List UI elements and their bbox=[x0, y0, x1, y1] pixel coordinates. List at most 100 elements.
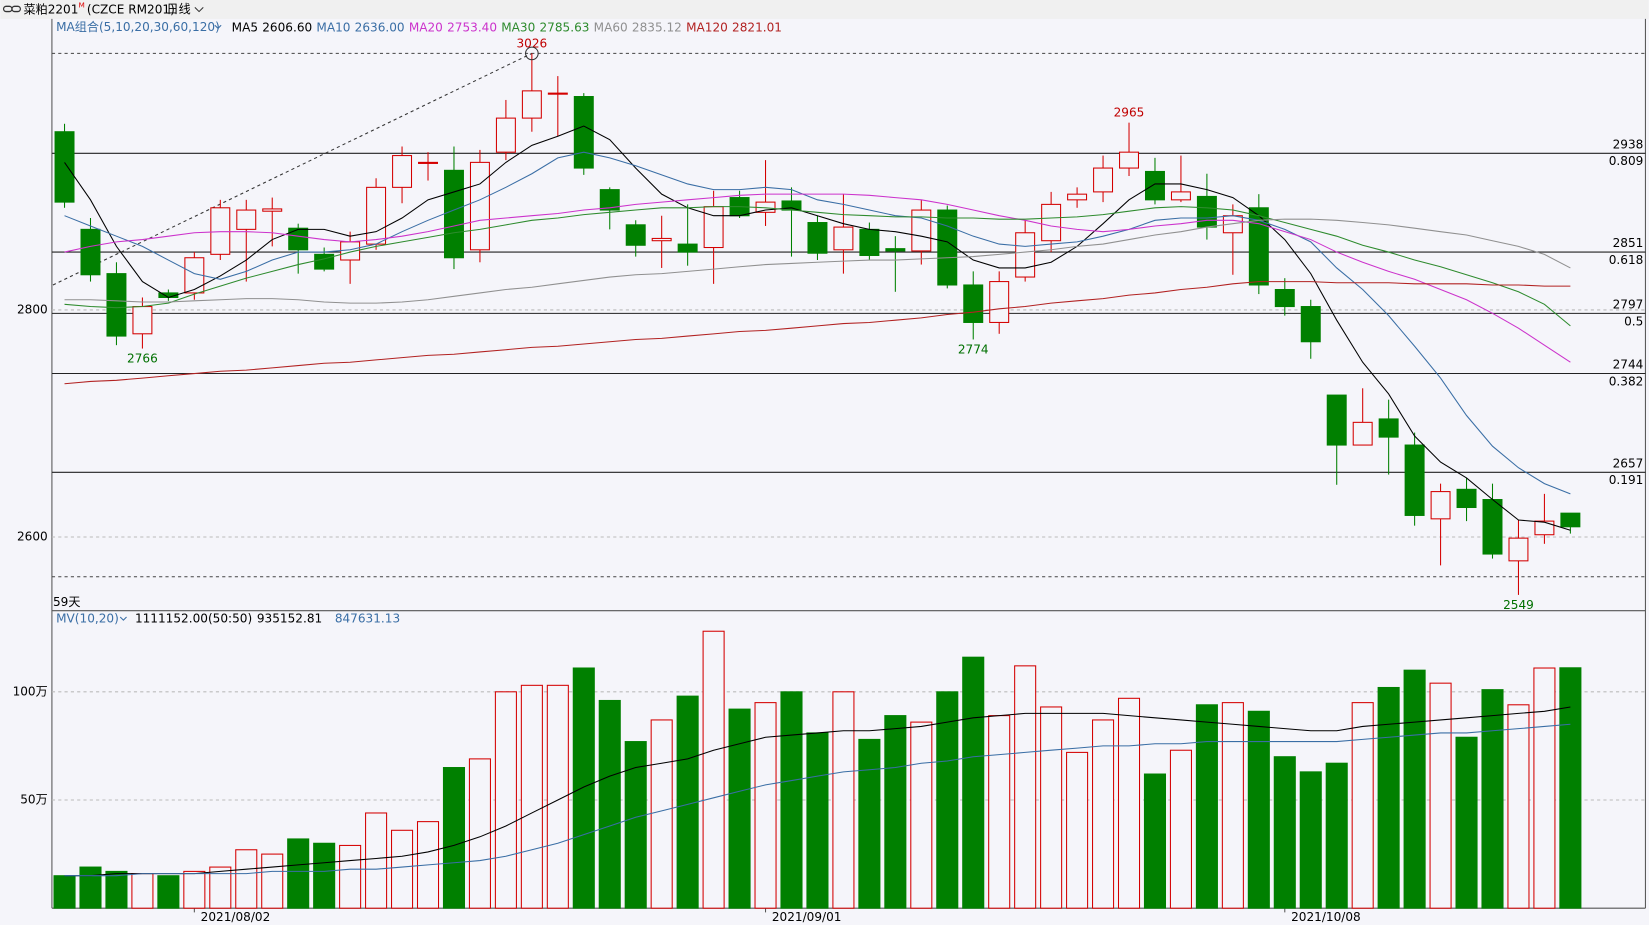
candle-body bbox=[288, 227, 309, 251]
volume-bar bbox=[1507, 704, 1530, 909]
volume-bar bbox=[546, 684, 569, 909]
ma-chevron[interactable] bbox=[214, 24, 222, 30]
candle-body bbox=[651, 237, 672, 242]
legend-name: MA120 bbox=[686, 20, 728, 34]
candle-body bbox=[1560, 512, 1581, 528]
candle-body bbox=[963, 284, 984, 323]
candle-body bbox=[1300, 306, 1321, 343]
legend-name: MA10 bbox=[316, 20, 350, 34]
ma-group[interactable]: MA组合(5,10,20,30,60,120) bbox=[56, 19, 220, 34]
candle-body bbox=[1067, 193, 1088, 201]
volume-bar bbox=[780, 691, 803, 909]
legend-name: MA20 bbox=[409, 20, 443, 34]
candle-body bbox=[80, 228, 101, 276]
legend-value: 2606.60 bbox=[262, 20, 312, 34]
y-tick-label: 50万 bbox=[20, 792, 47, 806]
x-tick-label: 2021/10/08 bbox=[1291, 910, 1361, 924]
symbol-code: (CZCE RM201) bbox=[87, 2, 175, 16]
ma-line bbox=[64, 218, 1571, 304]
legend-value: 2753.40 bbox=[447, 20, 497, 34]
candle-body bbox=[1144, 170, 1165, 201]
volume-bar bbox=[131, 873, 154, 909]
volume-bar bbox=[1066, 751, 1089, 909]
fib-ratio: 0.809 bbox=[1609, 154, 1644, 168]
volume-bar bbox=[494, 691, 517, 909]
legend-entry: MA120 2821.01 bbox=[686, 20, 782, 34]
fib-value: 2657 bbox=[1613, 456, 1644, 470]
ma-line bbox=[64, 151, 1571, 495]
candle-body bbox=[262, 208, 283, 212]
ma-line bbox=[64, 281, 1571, 385]
candle-body bbox=[1093, 167, 1114, 193]
legend-entry: MA20 2753.40 bbox=[409, 20, 497, 34]
candle-body bbox=[1430, 491, 1451, 520]
legend-value: 2821.01 bbox=[732, 20, 782, 34]
volume-bar bbox=[1377, 686, 1400, 909]
x-tick-label: 2021/09/01 bbox=[772, 910, 842, 924]
symbol-sup[interactable]: M bbox=[78, 0, 84, 9]
high-label: 3026 bbox=[516, 36, 547, 50]
volume-bar bbox=[442, 767, 466, 909]
volume-bar bbox=[1429, 682, 1452, 909]
low-label: 2774 bbox=[958, 342, 989, 356]
legend-value: 2785.63 bbox=[540, 20, 590, 34]
candle-body bbox=[1352, 421, 1373, 446]
candle-body bbox=[547, 92, 568, 95]
candle-body bbox=[443, 169, 464, 259]
volume-bar bbox=[313, 842, 336, 909]
volume-bar bbox=[598, 699, 621, 909]
fib-value: 2744 bbox=[1613, 358, 1644, 372]
days-label: 59天 bbox=[53, 595, 80, 609]
candle-body bbox=[703, 206, 724, 249]
volume-bar bbox=[287, 838, 310, 909]
volume-bar bbox=[1117, 697, 1141, 909]
legend-name: MA30 bbox=[501, 20, 535, 34]
mv-indicator[interactable]: MV(10,20) bbox=[56, 612, 119, 626]
volume-bar bbox=[832, 691, 855, 909]
volume-bar bbox=[1092, 719, 1115, 909]
y-tick-label: 2600 bbox=[17, 530, 48, 544]
candle-body bbox=[1015, 232, 1036, 278]
candle-body bbox=[210, 207, 231, 255]
candle-body bbox=[859, 228, 880, 256]
fib-value: 2938 bbox=[1613, 137, 1644, 151]
candle-body bbox=[911, 209, 932, 252]
volume-bar bbox=[936, 691, 959, 909]
volume-bar bbox=[1299, 771, 1322, 909]
candle-body bbox=[599, 189, 620, 211]
volume-bar bbox=[235, 849, 258, 909]
period[interactable]: 日线 bbox=[166, 2, 190, 16]
candle-body bbox=[418, 161, 438, 164]
volume-bar bbox=[702, 630, 725, 909]
fib-ratio: 0.5 bbox=[1624, 314, 1643, 328]
volume-bar bbox=[183, 870, 206, 909]
candle-body bbox=[1196, 195, 1217, 228]
candle-body bbox=[366, 186, 387, 245]
volume-bar bbox=[1533, 667, 1556, 909]
mv-chevron[interactable] bbox=[119, 616, 127, 621]
volume-bar bbox=[754, 702, 777, 909]
candle-body bbox=[1378, 418, 1399, 438]
fib-ratio: 0.618 bbox=[1609, 253, 1644, 267]
low-label: 2766 bbox=[127, 352, 158, 366]
legend-entry: MA60 2835.12 bbox=[594, 20, 682, 34]
volume-bar bbox=[157, 875, 180, 909]
volume-bar bbox=[572, 667, 595, 909]
legend-entry: MA30 2785.63 bbox=[501, 20, 589, 34]
volume-bar bbox=[1273, 756, 1296, 909]
candle-body bbox=[469, 161, 490, 251]
volume-bar bbox=[1040, 706, 1063, 909]
high-marker bbox=[525, 46, 539, 61]
period-chevron[interactable] bbox=[194, 6, 204, 13]
candle-body bbox=[1248, 207, 1269, 286]
volume-bar bbox=[1247, 710, 1270, 909]
x-tick-label: 2021/08/02 bbox=[201, 910, 271, 924]
volume-bar bbox=[650, 719, 673, 909]
volume-bar bbox=[391, 829, 414, 909]
volume-bar bbox=[988, 715, 1011, 909]
fib-value: 2851 bbox=[1613, 236, 1644, 250]
ma-line bbox=[64, 193, 1571, 363]
candle-body bbox=[1326, 394, 1347, 446]
candle-body bbox=[885, 248, 906, 252]
